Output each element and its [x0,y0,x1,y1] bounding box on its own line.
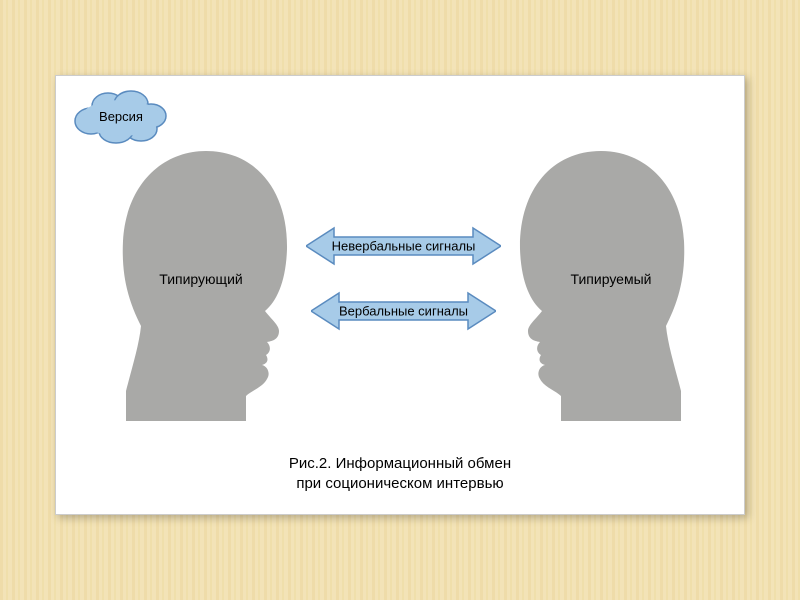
arrow-nonverbal: Невербальные сигналы [306,226,501,266]
caption-line-1: Рис.2. Информационный обмен [289,455,511,472]
cloud-label: Версия [81,109,161,124]
diagram-frame: Версия Типирующий Типируемый Невербальны… [55,75,745,515]
left-head-label: Типирующий [141,271,261,287]
arrow-verbal: Вербальные сигналы [311,291,496,331]
right-head-label: Типируемый [551,271,671,287]
figure-caption: Рис.2. Информационный обмен при соционич… [56,454,744,493]
caption-line-2: при соционическом интервью [296,475,503,492]
